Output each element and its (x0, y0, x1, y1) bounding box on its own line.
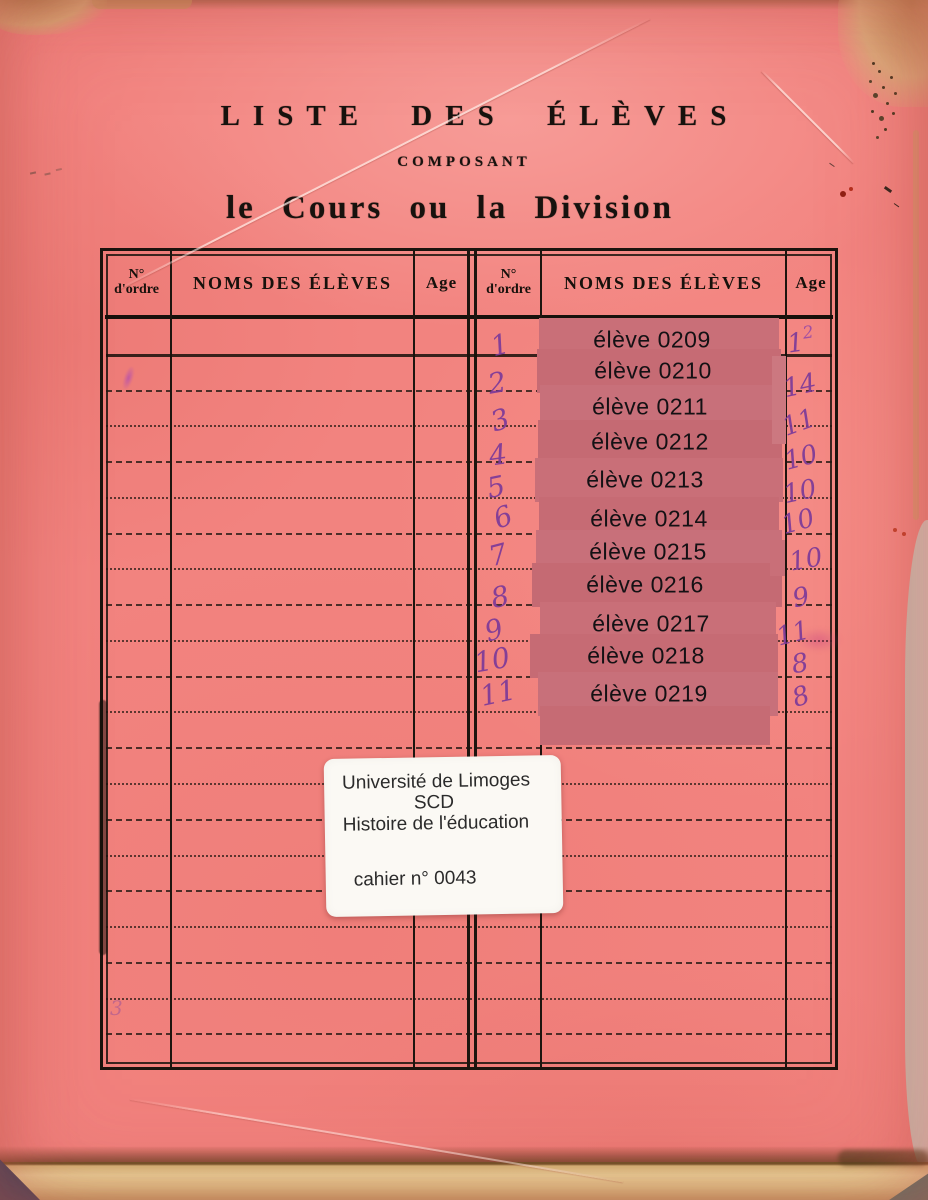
page-title: LISTE DES ÉLÈVES (220, 100, 740, 132)
column-divider (170, 251, 172, 1067)
student-name-label: élève 0218 (587, 642, 705, 669)
column-divider (413, 251, 415, 1067)
anon-overlay-block (540, 706, 770, 745)
age-value: 12 (785, 322, 815, 360)
table-row-line (106, 389, 832, 392)
table-row-line (106, 747, 832, 750)
table-row-line (106, 961, 832, 964)
anon-overlay-block (538, 420, 782, 464)
student-name-label: élève 0212 (591, 428, 709, 455)
table-row-line (106, 639, 832, 642)
student-name-label: élève 0215 (589, 538, 707, 565)
anon-overlay-block (532, 563, 782, 607)
scan-background-right (905, 520, 928, 1168)
worn-edge-top-middle (92, 0, 192, 9)
pencil-marks (29, 171, 37, 175)
group-divider (467, 251, 470, 1067)
anon-overlay-block (535, 458, 783, 502)
table-row-line (106, 675, 832, 678)
table-row-line (106, 926, 832, 929)
column-divider (785, 251, 787, 1067)
table-row-line (106, 425, 832, 428)
header-order-word-left: d'ordre (114, 282, 159, 297)
table-row-line (106, 997, 832, 1000)
age-value: 10 (787, 542, 825, 578)
table-row-line (106, 1033, 832, 1036)
sticker-line-cahier: cahier n° 0043 (353, 867, 477, 891)
header-order-left: N° d'ordre (103, 251, 170, 315)
header-order-word-right: d'ordre (486, 282, 531, 297)
table-row-line (106, 496, 832, 499)
student-name-label: élève 0219 (590, 680, 708, 707)
table-row-line (106, 711, 832, 714)
worn-corner-top-right (838, 0, 928, 107)
scan-background-bottom-left (0, 1159, 40, 1200)
sticker-line-collection: Histoire de l'éducation (342, 811, 530, 836)
header-order-no-right: N° (500, 267, 517, 283)
student-name-label: élève 0216 (586, 571, 704, 598)
worn-corner-top-left (0, 0, 107, 35)
group-divider (474, 251, 477, 1067)
scan-background-bottom-right (889, 1173, 928, 1200)
student-name-label: élève 0214 (590, 505, 708, 532)
student-name-label: élève 0211 (592, 393, 708, 420)
page-subtitle: COMPOSANT (397, 154, 531, 170)
header-names-left: NOMS DES ÉLÈVES (192, 272, 393, 293)
worn-edge-right (913, 130, 919, 520)
header-order-right: N° d'ordre (477, 251, 540, 315)
table-row-line (106, 532, 832, 535)
student-name-label: élève 0217 (592, 610, 710, 637)
student-name-label: élève 0209 (593, 326, 711, 353)
worn-edge-top (0, 0, 928, 10)
stray-margin-mark: 3 (110, 996, 123, 1020)
library-sticker: Université de Limoges SCD Histoire de l'… (323, 754, 564, 918)
table-row-line (106, 568, 832, 571)
sticker-text: Université de Limoges SCD Histoire de l'… (324, 755, 563, 892)
anon-overlay-patch (770, 540, 785, 576)
header-age-right: Age (795, 273, 827, 292)
red-specks (893, 528, 897, 532)
page-block-edge (0, 1162, 928, 1200)
wear-speckles (872, 62, 875, 65)
student-name-label: élève 0213 (586, 466, 704, 493)
header-age-left: Age (425, 273, 458, 292)
table-row-line (106, 604, 832, 607)
table-row-line (106, 353, 832, 357)
header-names-right: NOMS DES ÉLÈVES (563, 272, 764, 293)
anon-overlay-block (530, 634, 778, 678)
course-division-line: le Cours ou la Division (225, 190, 675, 226)
table-row-line (106, 461, 832, 464)
anon-overlay-patch (772, 356, 786, 444)
crease-line (129, 1098, 624, 1183)
worn-corner-bottom-right (838, 1150, 928, 1166)
student-name-label: élève 0210 (594, 357, 712, 384)
